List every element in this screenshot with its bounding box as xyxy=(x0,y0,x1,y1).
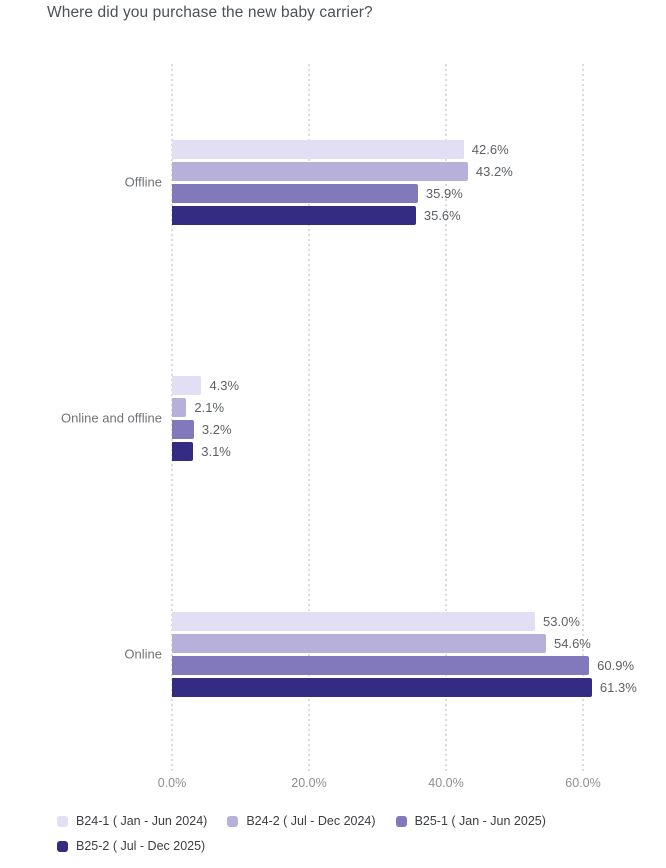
x-axis-tick-label: 60.0% xyxy=(565,776,601,790)
category-label: Online and offline xyxy=(61,410,162,426)
legend: B24-1 ( Jan - Jun 2024) B24-2 ( Jul - Dec… xyxy=(57,814,623,853)
bar[interactable] xyxy=(172,205,416,225)
bar-value-label: 4.3% xyxy=(209,377,240,393)
legend-item-label: B24-1 ( Jan - Jun 2024) xyxy=(76,814,208,828)
legend-swatch-icon xyxy=(395,815,407,827)
x-axis-tick-label: 0.0% xyxy=(157,776,187,790)
bar-value-label: 53.0% xyxy=(543,613,580,629)
bar-value-label: 2.1% xyxy=(194,399,225,415)
legend-item-label: B25-1 ( Jan - Jun 2025) xyxy=(414,814,546,828)
bar-value-label: 42.6% xyxy=(471,141,509,157)
bar[interactable] xyxy=(172,441,194,461)
bar[interactable] xyxy=(172,397,187,417)
bar-value-label: 60.9% xyxy=(597,657,635,673)
category-label: Online xyxy=(124,646,162,662)
chart-title: Where did you purchase the new baby carr… xyxy=(47,4,373,21)
gridline xyxy=(308,64,310,772)
bar[interactable] xyxy=(172,375,202,395)
bar-value-label: 43.2% xyxy=(475,163,513,179)
category-label: Offline xyxy=(124,174,162,190)
bar[interactable] xyxy=(172,611,536,631)
legend-item[interactable]: B25-1 ( Jan - Jun 2025) xyxy=(395,814,546,828)
legend-item[interactable]: B25-2 ( Jul - Dec 2025) xyxy=(57,839,205,853)
x-axis-tick-label: 20.0% xyxy=(291,776,327,790)
gridline xyxy=(445,64,447,772)
bar-value-label: 61.3% xyxy=(599,679,637,695)
x-axis-tick-label: 40.0% xyxy=(428,776,464,790)
bar[interactable] xyxy=(172,633,546,653)
legend-item[interactable]: B24-2 ( Jul - Dec 2024) xyxy=(227,814,376,828)
bar[interactable] xyxy=(172,655,590,675)
bar[interactable] xyxy=(172,183,418,203)
gridline xyxy=(171,64,173,772)
bar-value-label: 3.2% xyxy=(201,421,232,437)
bar-value-label: 35.6% xyxy=(423,207,461,223)
plot-area: 0.0% 20.0% 40.0% 60.0% Offline 42.6% 43.2% 35.9… xyxy=(61,64,666,790)
bar-value-label: 3.1% xyxy=(201,443,231,459)
legend-item-label: B25-2 ( Jul - Dec 2025) xyxy=(76,839,206,853)
legend-item-label: B24-2 ( Jul - Dec 2024) xyxy=(246,814,376,828)
bar-value-label: 54.6% xyxy=(554,635,591,651)
gridline xyxy=(582,64,584,772)
legend-swatch-icon xyxy=(227,815,239,827)
bar[interactable] xyxy=(172,161,468,181)
bar[interactable] xyxy=(172,419,194,439)
legend-swatch-icon xyxy=(57,815,68,827)
bar[interactable] xyxy=(172,139,464,159)
legend-item[interactable]: B24-1 ( Jan - Jun 2024) xyxy=(57,814,207,828)
bar[interactable] xyxy=(172,677,592,697)
legend-swatch-icon xyxy=(57,840,68,852)
bar-value-label: 35.9% xyxy=(425,185,463,201)
